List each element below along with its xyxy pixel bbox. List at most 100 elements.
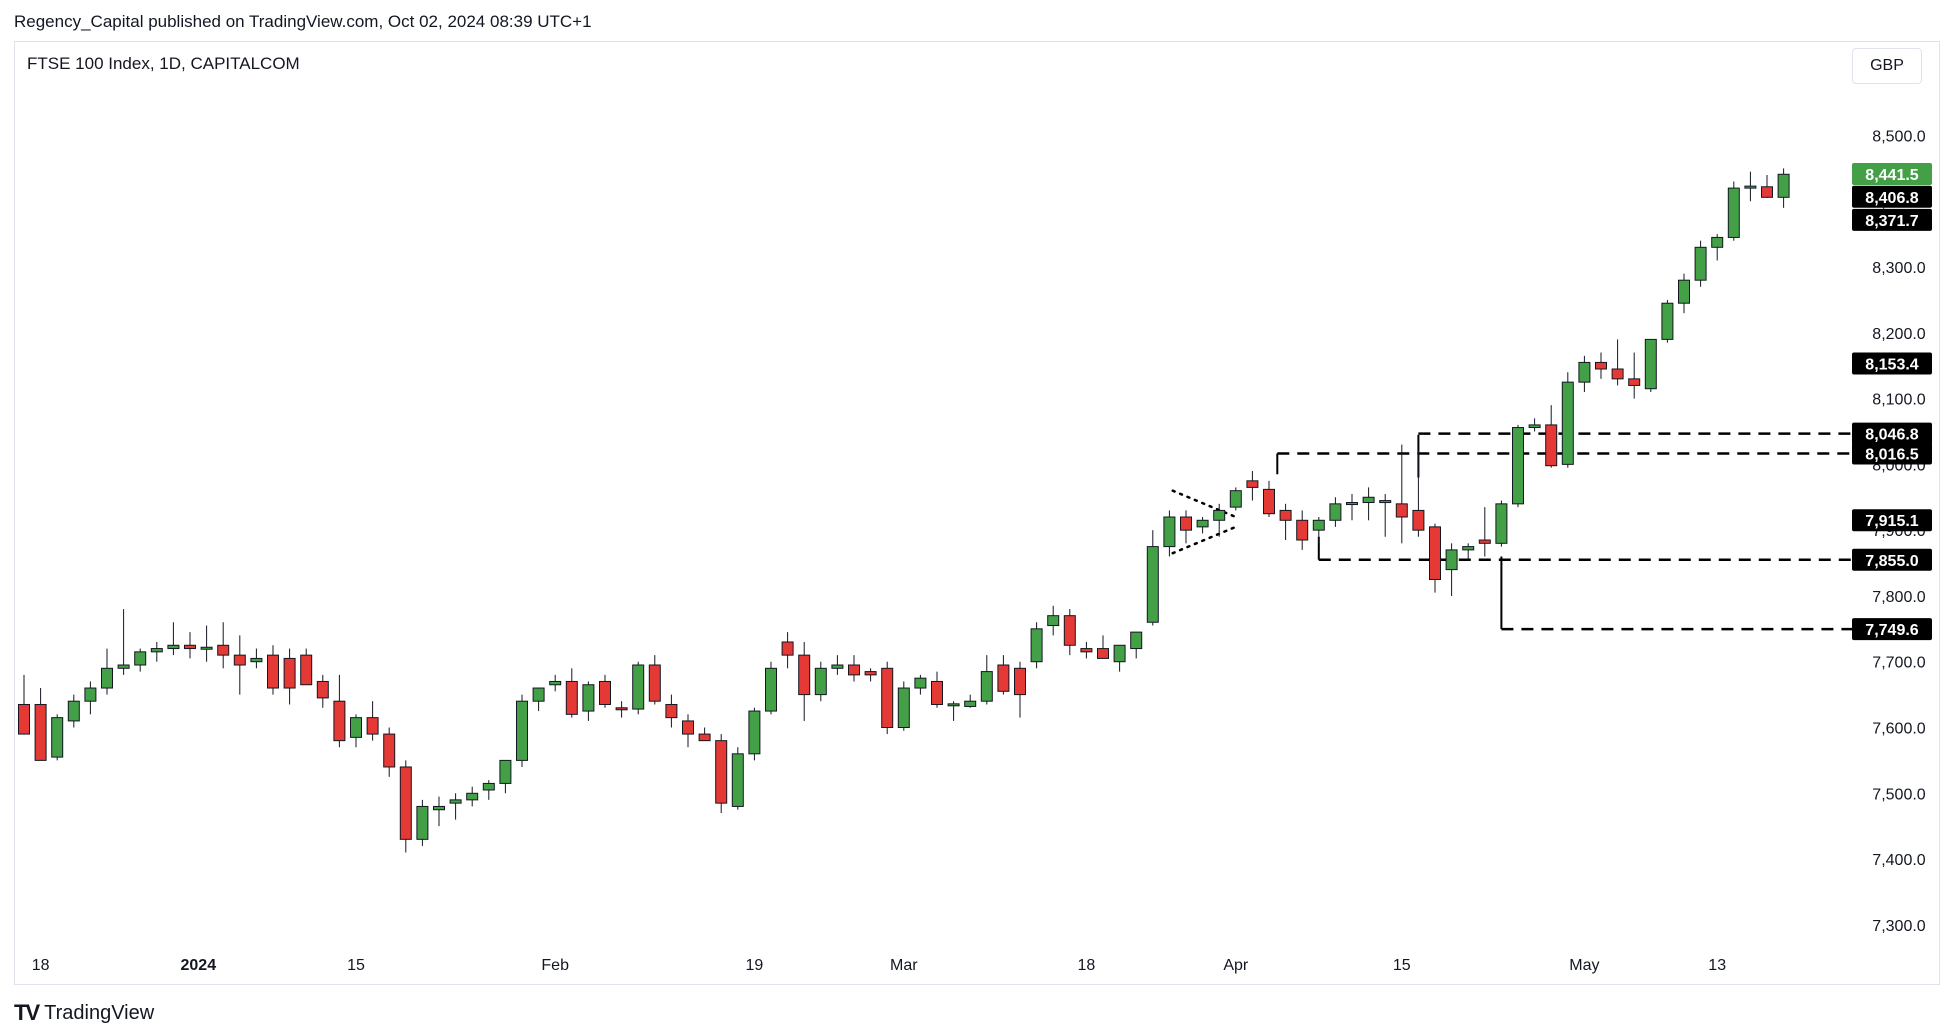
x-tick-label: 2024	[181, 957, 217, 974]
candle	[1694, 240, 1707, 287]
candle	[1196, 517, 1209, 534]
price-label: 8,371.7	[1852, 208, 1932, 231]
candle	[864, 668, 877, 682]
price-labels: 8,441.5 8,406.8 8,371.7 8,153.4 8,046.8 8,016…	[1852, 162, 1932, 641]
y-tick-label: 7,800.0	[1872, 589, 1925, 606]
time-axis: 18 2024 15 Feb 19 Mar 18 Apr 15 May 13	[32, 957, 1726, 974]
triangle-lower-line	[1171, 525, 1238, 555]
candle	[1080, 641, 1093, 659]
price-label: 7,749.6	[1852, 618, 1932, 641]
candle-body	[1346, 502, 1358, 506]
candle-body	[1661, 302, 1674, 340]
y-tick-label: 7,400.0	[1872, 852, 1925, 869]
price-label-text: 7,749.6	[1865, 622, 1918, 639]
candle	[200, 625, 213, 662]
candle	[715, 734, 728, 814]
candle-body	[1047, 615, 1060, 627]
candle	[1014, 661, 1026, 718]
candle	[482, 780, 495, 800]
candle	[997, 655, 1010, 695]
candle-body	[1196, 519, 1209, 528]
candle-body	[980, 671, 993, 702]
candle-body	[1362, 496, 1375, 504]
candle	[831, 655, 844, 675]
price-label-box	[1852, 442, 1932, 465]
candle-body	[200, 646, 213, 650]
candle-body	[1014, 667, 1026, 696]
candle-body	[1263, 488, 1275, 515]
x-tick-label: Feb	[541, 957, 569, 974]
candle	[1445, 543, 1458, 596]
candle-body	[101, 667, 113, 689]
candle	[499, 759, 512, 794]
candle-body	[333, 700, 346, 742]
candle	[449, 793, 462, 820]
price-label-box	[1852, 618, 1932, 641]
candle-body	[682, 720, 694, 735]
candle	[1379, 493, 1392, 537]
y-tick-label: 7,600.0	[1872, 721, 1925, 738]
candle-body	[1595, 361, 1607, 370]
candle-body	[881, 667, 894, 728]
price-label-text: 8,406.8	[1865, 190, 1918, 207]
candle	[980, 655, 993, 705]
price-label-text: 8,153.4	[1865, 356, 1918, 373]
candle	[848, 655, 860, 682]
candle-body	[167, 644, 180, 650]
x-tick-label: 18	[32, 957, 50, 974]
candle	[316, 674, 329, 708]
currency-selector[interactable]: GBP	[1852, 48, 1922, 84]
candle	[1478, 507, 1491, 557]
candle	[565, 668, 578, 718]
candle	[167, 622, 180, 656]
price-label-text: 8,441.5	[1865, 167, 1918, 184]
candle	[1561, 372, 1574, 468]
candle	[1661, 299, 1674, 343]
candle	[101, 648, 113, 695]
candle	[18, 674, 30, 735]
price-label: 8,016.5	[1852, 442, 1932, 465]
candle-body	[1694, 246, 1707, 281]
candle	[466, 786, 479, 807]
candle	[1429, 523, 1441, 593]
candle	[51, 714, 64, 761]
candle	[1229, 487, 1242, 511]
candle	[1512, 424, 1524, 508]
candle	[416, 799, 429, 846]
candle-body	[18, 703, 30, 735]
candle-body	[350, 717, 362, 738]
candle	[665, 694, 678, 728]
x-tick-label: 13	[1708, 957, 1726, 974]
candle	[1063, 609, 1076, 656]
candle-body	[300, 654, 313, 686]
candle	[516, 694, 528, 767]
candle-body	[582, 684, 595, 712]
candle	[532, 687, 545, 712]
candle	[1412, 451, 1425, 537]
candle-body	[184, 644, 196, 650]
x-tick-label: 18	[1078, 957, 1096, 974]
candle	[1528, 418, 1541, 432]
candle	[599, 674, 611, 708]
candle	[1246, 470, 1259, 501]
symbol-title[interactable]: FTSE 100 Index, 1D, CAPITALCOM	[27, 54, 300, 73]
candle	[300, 648, 313, 686]
candle-body	[1229, 490, 1242, 508]
candle-body	[383, 733, 396, 768]
price-label-box	[1852, 509, 1932, 532]
candle	[731, 747, 744, 810]
candle	[1462, 543, 1475, 560]
candle	[632, 661, 645, 715]
candle	[1761, 174, 1773, 198]
candle-body	[217, 644, 230, 656]
candle-body	[897, 687, 910, 728]
tradingview-logo[interactable]: TV TradingView	[14, 1000, 154, 1026]
triangle-upper-line	[1171, 489, 1238, 519]
candle	[217, 622, 230, 669]
x-tick-label: Apr	[1223, 957, 1249, 974]
candle-body	[366, 717, 379, 735]
candle	[1146, 530, 1159, 626]
candle	[549, 674, 562, 692]
price-label-box	[1852, 162, 1932, 185]
